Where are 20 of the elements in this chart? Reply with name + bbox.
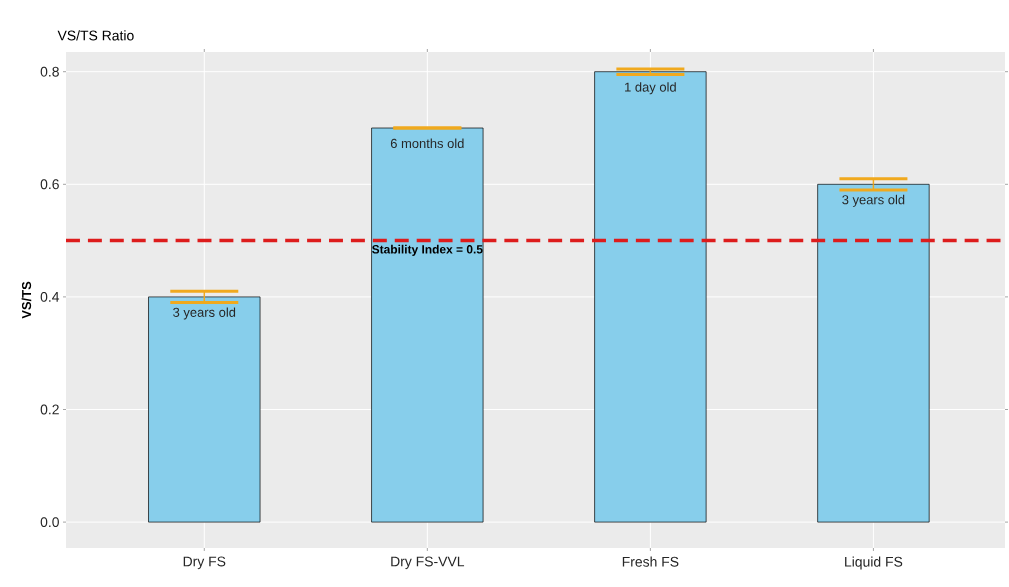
- x-tick-label: Dry FS: [183, 556, 226, 570]
- y-tick-label: 0.0: [40, 517, 59, 528]
- annotation: 6 months old: [390, 138, 464, 148]
- y-tick-label: 0.2: [40, 404, 59, 415]
- y-axis-title: VS/TS: [21, 281, 32, 319]
- x-tick-label: Fresh FS: [622, 556, 679, 567]
- x-tick-label: Dry FS-VVL: [391, 556, 465, 570]
- y-tick-label: 0.4: [40, 291, 60, 302]
- bar: [594, 71, 707, 523]
- ref-line-label: Stability Index = 0.5: [372, 244, 483, 256]
- bar: [148, 296, 261, 523]
- chart-title: VS/TS Ratio: [57, 30, 134, 41]
- annotation: 3 years old: [173, 307, 236, 320]
- y-tick-label: 0.8: [40, 66, 59, 77]
- annotation: 3 years old: [842, 194, 905, 207]
- annotation: 1 day old: [625, 82, 676, 95]
- bar: [371, 127, 484, 523]
- y-tick-label: 0.6: [40, 179, 59, 190]
- bar: [817, 183, 930, 523]
- x-tick-label: Liquid FS: [845, 556, 903, 570]
